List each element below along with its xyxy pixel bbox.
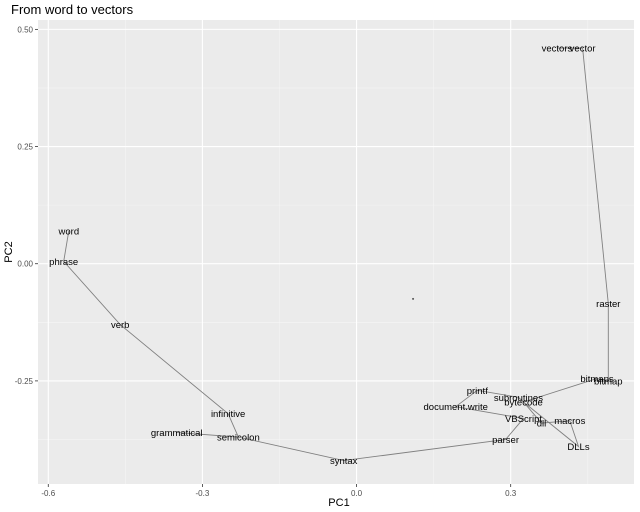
word-label: parser	[492, 435, 519, 446]
word-label: printf	[467, 386, 488, 397]
word-label: document.write	[424, 402, 488, 413]
center-point	[412, 297, 415, 300]
word-label: subroutines	[494, 393, 543, 404]
x-tick-label: -0.6	[41, 489, 55, 498]
word-label: phrase	[49, 257, 78, 268]
word-labels: word phrase verb infinitive semicolon grammat…	[49, 44, 622, 467]
word-label: macros	[554, 416, 585, 427]
word-label: grammatical	[151, 428, 203, 439]
x-tick-label: 0.3	[505, 489, 517, 498]
grid-lines	[38, 20, 634, 484]
y-tick-label: 0.50	[17, 25, 33, 34]
word-label: bitmap	[594, 376, 623, 387]
word-label: verb	[111, 320, 129, 331]
word-label: VBScript	[505, 414, 542, 425]
word-label: vector	[570, 44, 596, 55]
word-label: vectors	[542, 44, 573, 55]
word-label: dll	[537, 419, 547, 430]
chart-title: From word to vectors	[11, 2, 134, 17]
word-label: raster	[596, 299, 620, 310]
path-lines	[63, 47, 609, 462]
word-label: syntax	[330, 456, 358, 467]
y-tick-label: 0.00	[17, 260, 33, 269]
y-tick-label: 0.25	[17, 143, 33, 152]
x-axis-title: PC1	[328, 497, 349, 509]
word-label: infinitive	[211, 409, 245, 420]
word-label: bytecode	[504, 397, 543, 408]
word-path-line	[63, 47, 609, 462]
x-tick-label: -0.3	[196, 489, 210, 498]
word-label: DLLs	[567, 442, 589, 453]
plot-panel	[38, 20, 634, 484]
panel-background	[38, 20, 634, 484]
axis-ticks: -0.6 -0.3 0.0 0.3 0.50 0.25 0.00 -0.25	[15, 25, 517, 498]
x-tick-label: 0.0	[351, 489, 363, 498]
word-label: semicolon	[217, 433, 260, 444]
y-tick-label: -0.25	[15, 377, 34, 386]
word-label: bitmaps	[580, 374, 614, 385]
word-label: word	[58, 226, 80, 237]
y-axis-title: PC2	[3, 241, 15, 262]
